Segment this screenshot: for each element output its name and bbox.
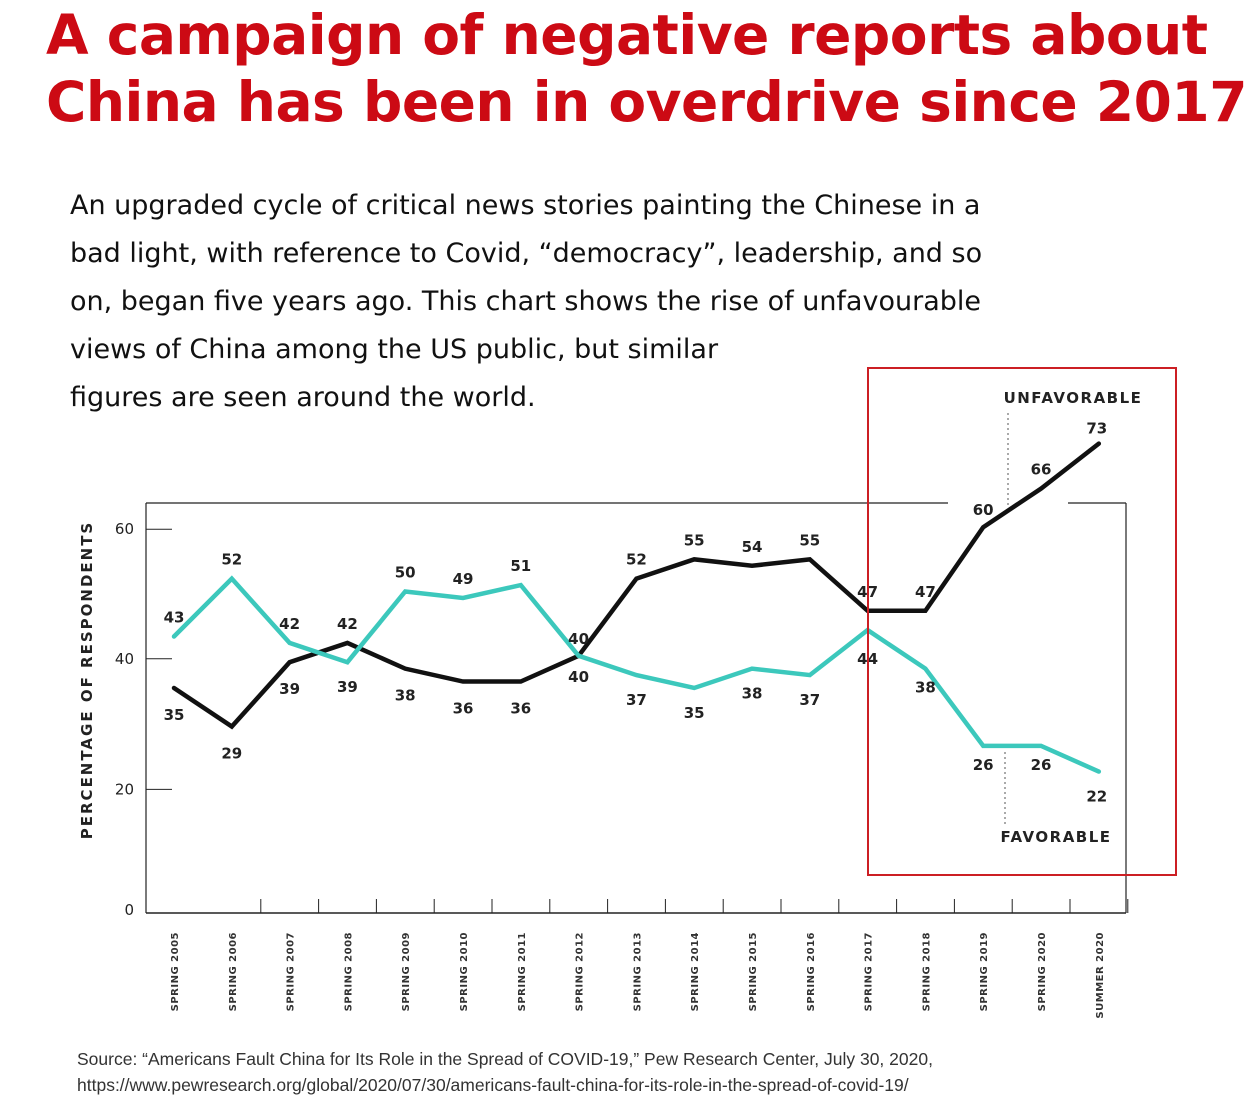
intro-line-2: bad light, with reference to Covid, “dem… xyxy=(70,238,983,269)
unfavorable-data-label: 66 xyxy=(1031,461,1052,479)
favorable-data-label: 38 xyxy=(742,685,763,703)
x-tick-label: SPRING 2013 xyxy=(632,932,643,1011)
x-tick-label: SPRING 2008 xyxy=(343,932,354,1011)
favorable-data-label: 42 xyxy=(279,615,300,633)
unfavorable-data-label: 55 xyxy=(684,531,705,549)
unfavorable-data-label: 73 xyxy=(1086,420,1107,438)
intro-line-5: figures are seen around the world. xyxy=(70,382,536,413)
x-tick-label: SPRING 2012 xyxy=(575,932,586,1011)
unfavorable-data-label: 39 xyxy=(279,680,300,698)
x-tick-label: SUMMER 2020 xyxy=(1095,932,1106,1019)
favorable-data-label: 49 xyxy=(453,570,474,588)
favorable-data-label: 37 xyxy=(626,691,647,709)
x-axis-ticks: SPRING 2005 SPRING 2006 SPRING 2007 SPRING … xyxy=(170,899,1129,1019)
x-tick-label: SPRING 2007 xyxy=(286,932,297,1011)
unfavorable-data-label: 52 xyxy=(626,551,647,569)
intro-line-1: An upgraded cycle of critical news stori… xyxy=(70,190,981,221)
source-line-1: Source: “Americans Fault China for Its R… xyxy=(77,1049,933,1069)
favorable-data-label: 38 xyxy=(915,679,936,697)
favorable-data-label: 43 xyxy=(164,609,185,627)
favorable-data-label: 50 xyxy=(395,564,416,582)
x-tick-label: SPRING 2020 xyxy=(1037,932,1048,1011)
favorable-data-label: 22 xyxy=(1086,788,1107,806)
y-tick-label: 60 xyxy=(115,520,134,538)
favorable-line xyxy=(171,575,1102,774)
chart-axes: PERCENTAGE OF RESPONDENTS xyxy=(78,502,1127,914)
unfavorable-data-label: 54 xyxy=(742,538,763,556)
x-tick-label: SPRING 2005 xyxy=(170,932,181,1011)
favorable-data-label: 40 xyxy=(568,630,589,648)
y-axis-ticks: 0 20 40 60 xyxy=(115,520,172,919)
favorable-data-label: 52 xyxy=(221,551,242,569)
unfavorable-series-label: UNFAVORABLE xyxy=(1004,389,1143,407)
unfavorable-data-label: 47 xyxy=(915,583,936,601)
x-tick-label: SPRING 2016 xyxy=(806,932,817,1011)
favorable-data-label: 51 xyxy=(510,557,531,575)
favorable-data-label: 26 xyxy=(973,756,994,774)
x-tick-label: SPRING 2010 xyxy=(459,932,470,1011)
unfavorable-data-label: 42 xyxy=(337,615,358,633)
headline-line-1: A campaign of negative reports about xyxy=(46,3,1208,67)
y-tick-label: 20 xyxy=(115,780,134,798)
favorable-data-label: 37 xyxy=(799,691,820,709)
unfavorable-data-label: 36 xyxy=(510,700,531,718)
unfavorable-data-label: 35 xyxy=(164,706,185,724)
highlight-box xyxy=(867,367,1177,876)
annotations: UNFAVORABLE FAVORABLE xyxy=(867,367,1177,876)
series-lines xyxy=(171,441,1102,774)
source-citation: Source: “Americans Fault China for Its R… xyxy=(77,1046,1237,1098)
x-tick-label: SPRING 2014 xyxy=(690,932,701,1011)
unfavorable-line xyxy=(171,441,1102,730)
unfavorable-data-label: 29 xyxy=(221,745,242,763)
favorable-series-label: FAVORABLE xyxy=(1000,828,1111,846)
intro-line-3: on, began five years ago. This chart sho… xyxy=(70,286,981,317)
favorable-data-label: 35 xyxy=(684,704,705,722)
favorable-data-label: 39 xyxy=(337,678,358,696)
x-tick-label: SPRING 2018 xyxy=(921,932,932,1011)
y-axis-title: PERCENTAGE OF RESPONDENTS xyxy=(78,521,96,839)
headline-line-2: China has been in overdrive since 2017 xyxy=(46,70,1247,134)
x-tick-label: SPRING 2015 xyxy=(748,932,759,1011)
x-tick-label: SPRING 2011 xyxy=(517,932,528,1011)
x-tick-label: SPRING 2009 xyxy=(401,932,412,1011)
y-tick-label: 40 xyxy=(115,650,134,668)
unfavorable-data-label: 55 xyxy=(799,531,820,549)
y-tick-label: 0 xyxy=(124,901,134,919)
data-labels: 35 43 29 52 39 42 42 39 38 50 36 49 36 51 40 40 52 37 55 35… xyxy=(164,420,1108,806)
intro-line-4: views of China among the US public, but … xyxy=(70,334,719,365)
unfavorable-data-label: 36 xyxy=(453,700,474,718)
headline: A campaign of negative reports about Chi… xyxy=(46,2,1247,136)
favorable-data-label: 26 xyxy=(1031,756,1052,774)
x-tick-label: SPRING 2017 xyxy=(864,932,875,1011)
intro-paragraph: An upgraded cycle of critical news stori… xyxy=(70,182,1050,422)
x-tick-label: SPRING 2006 xyxy=(228,932,239,1011)
unfavorable-data-label: 38 xyxy=(395,687,416,705)
x-tick-label: SPRING 2019 xyxy=(979,932,990,1011)
source-line-2: https://www.pewresearch.org/global/2020/… xyxy=(77,1075,909,1095)
unfavorable-data-label: 40 xyxy=(568,668,589,686)
unfavorable-data-label: 60 xyxy=(973,501,994,519)
